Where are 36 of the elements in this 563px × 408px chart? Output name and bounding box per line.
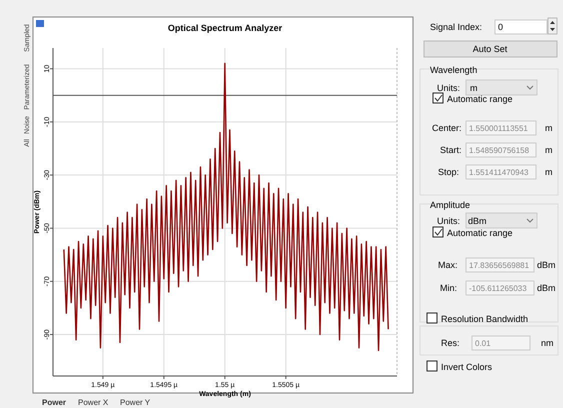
text: Units: bbox=[437, 216, 460, 226]
text: Invert Colors bbox=[441, 362, 493, 372]
text: Start: bbox=[440, 145, 462, 155]
text: -105.611265033 bbox=[469, 284, 528, 293]
text: Power Y bbox=[120, 398, 151, 407]
text: 1.548590756158 bbox=[469, 146, 530, 155]
text: Stop: bbox=[438, 167, 460, 177]
text: 0.01 bbox=[475, 339, 492, 348]
text: Min: bbox=[440, 283, 458, 293]
text: m bbox=[545, 145, 552, 155]
text: dBm bbox=[468, 216, 487, 226]
text: Max: bbox=[438, 260, 458, 270]
chart-title: Optical Spectrum Analyzer bbox=[168, 23, 283, 33]
text: m bbox=[470, 83, 478, 93]
text: 1.550001113551 bbox=[469, 124, 528, 133]
text: Res: bbox=[441, 338, 460, 348]
text: nm bbox=[541, 338, 554, 348]
text: 17.83656569881 bbox=[469, 261, 530, 270]
text: Signal Index: bbox=[430, 22, 482, 32]
text: m bbox=[545, 123, 552, 133]
text: Automatic range bbox=[447, 228, 513, 238]
text: m bbox=[545, 167, 552, 177]
text: 1.551411470943 bbox=[469, 168, 530, 177]
line-series bbox=[63, 62, 389, 352]
text: Wavelength bbox=[430, 65, 478, 75]
text: Units: bbox=[437, 83, 460, 93]
text: Resolution Bandwidth bbox=[441, 314, 528, 324]
text: Automatic range bbox=[447, 94, 513, 104]
text: Power bbox=[42, 398, 66, 407]
text: Amplitude bbox=[430, 200, 470, 210]
text: dBm bbox=[537, 260, 556, 270]
text: 0 bbox=[498, 22, 504, 32]
text: Center: bbox=[432, 123, 462, 133]
text: Power X bbox=[78, 398, 109, 407]
text: Auto Set bbox=[472, 44, 508, 54]
text: dBm bbox=[537, 283, 556, 293]
